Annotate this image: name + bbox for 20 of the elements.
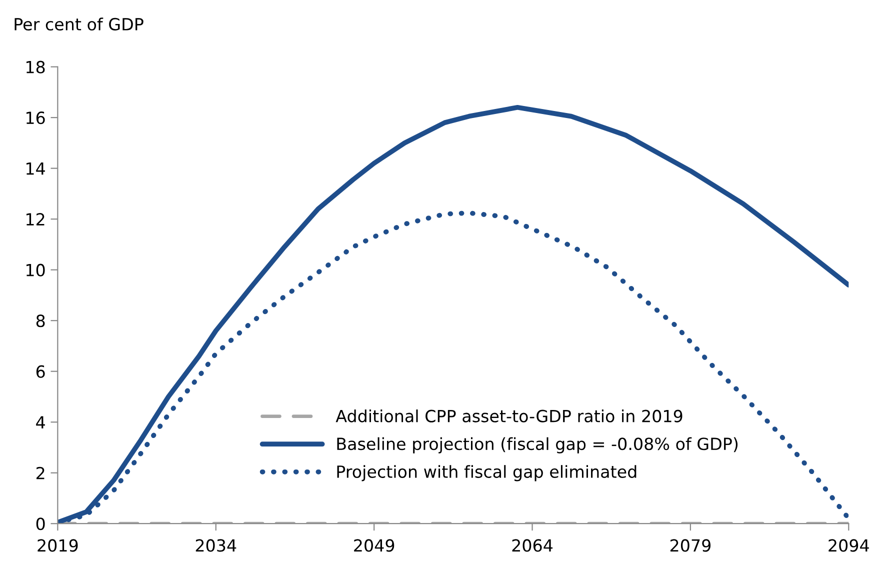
legend-label: Additional CPP asset-to-GDP ratio in 2019 [336,409,682,422]
x-tick-label: 2049 [354,539,394,552]
y-tick-label: 8 [36,314,45,328]
x-tick-label: 2094 [828,539,869,552]
legend-label: Baseline projection (fiscal gap = -0.08% of GDP) [337,437,738,454]
y-tick-label: 12 [26,213,44,226]
y-tick-label: 2 [36,466,44,480]
y-tick-label: 14 [26,162,45,175]
x-tick-label: 2064 [512,539,553,552]
legend-label: Projection with fiscal gap eliminated [337,465,636,482]
x-tick-label: 2019 [38,539,78,552]
y-tick-label: 0 [36,518,45,530]
y-axis-title: Per cent of GDP [14,18,144,31]
y-tick-label: 10 [26,264,45,276]
y-tick-label: 4 [36,416,45,428]
y-tick-label: 16 [26,112,45,124]
y-tick-label: 18 [26,60,45,74]
x-tick-label: 2079 [670,539,710,552]
y-tick-label: 6 [36,365,45,378]
x-tick-label: 2034 [196,539,236,552]
